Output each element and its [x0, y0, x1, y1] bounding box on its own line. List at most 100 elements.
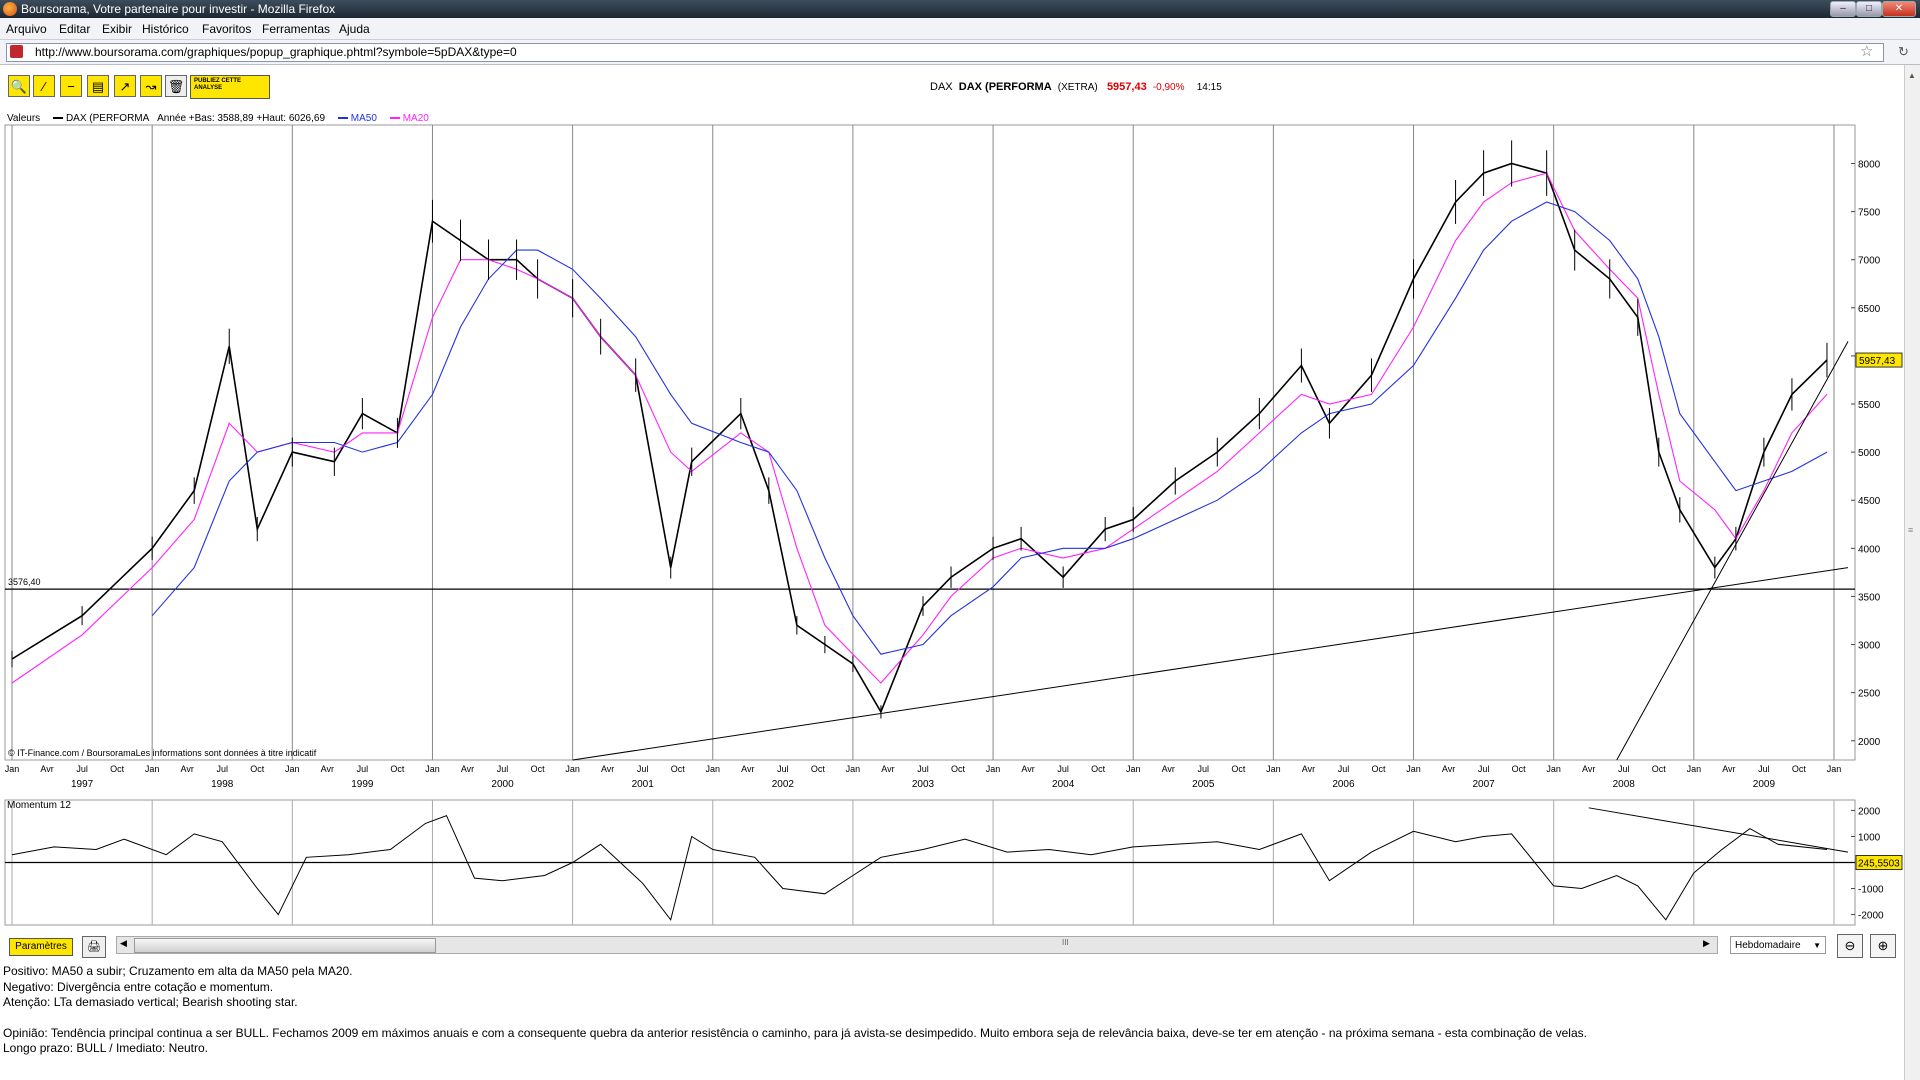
x-tick-label: Jul [1198, 764, 1210, 774]
momentum-y-tick-label: -2000 [1858, 911, 1884, 922]
x-tick-label: Oct [1371, 764, 1386, 774]
scroll-left-icon[interactable]: ◀ [120, 938, 127, 948]
scroll-up-icon[interactable]: ▲ [1908, 71, 1916, 80]
x-tick-label: Avr [40, 764, 53, 774]
period-value: Hebdomadaire [1735, 940, 1801, 951]
window-title: Boursorama, Votre partenaire pour invest… [21, 2, 336, 16]
year-label: 2003 [912, 779, 935, 790]
year-label: 2002 [772, 779, 795, 790]
x-tick-label: Jan [986, 764, 1001, 774]
period-select[interactable]: Hebdomadaire ▼ [1730, 936, 1826, 954]
note-spacer [3, 1011, 1587, 1026]
parameters-button[interactable]: Paramètres [9, 938, 73, 956]
year-label: 2008 [1613, 779, 1636, 790]
x-tick-label: Jan [706, 764, 721, 774]
menu-exibir[interactable]: Exibir [102, 22, 133, 36]
year-label: 2001 [632, 779, 655, 790]
x-tick-label: Jul [1057, 764, 1069, 774]
momentum-value-badge [1855, 855, 1903, 870]
menu-ajuda[interactable]: Ajuda [339, 22, 370, 36]
x-tick-label: Avr [1302, 764, 1315, 774]
zoom-tool-icon[interactable]: 🔍 [8, 75, 30, 97]
print-icon[interactable]: 🖨 [82, 936, 106, 958]
momentum-y-tick-label: -1000 [1858, 885, 1884, 896]
ma20-line [11, 172, 1828, 684]
chart-controls: Paramètres 🖨 ◀ III ▶ Hebdomadaire ▼ ⊖ ⊕ [0, 930, 1904, 960]
x-tick-label: Avr [461, 764, 474, 774]
price-chart[interactable]: Jan Avr Jul Oct Jan Avr Jul Oct Jan Avr Jul Oct Jan A… [0, 0, 1904, 930]
x-tick-label: Jul [1338, 764, 1350, 774]
quote-market: (XETRA) [1057, 82, 1098, 93]
trendline-tool-icon[interactable]: ⁄ [33, 75, 55, 97]
x-tick-label: Jan [846, 764, 861, 774]
x-tick-label: Jul [917, 764, 929, 774]
chart-scroll-thumb[interactable] [134, 938, 436, 953]
x-tick-label: Jan [145, 764, 160, 774]
minimize-button[interactable]: – [1830, 1, 1856, 17]
analysis-notes: Positivo: MA50 a subir; Cruzamento em al… [3, 964, 1587, 1057]
scroll-right-icon[interactable]: ▶ [1703, 938, 1710, 948]
x-tick-label: Avr [1722, 764, 1735, 774]
chart-toolbar: 🔍 ⁄ − ▤ ↗ ↝ 🗑 PUBLIEZ CETTE ANALYSE [0, 73, 1904, 101]
page-content [0, 65, 1920, 1080]
window-titlebar: Boursorama, Votre partenaire pour invest… [0, 0, 1920, 18]
scroll-grip: III [1062, 938, 1069, 947]
trash-icon[interactable]: 🗑 [165, 75, 187, 97]
menu-arquivo[interactable]: Arquivo [6, 22, 47, 36]
x-tick-label: Oct [110, 764, 125, 774]
y-tick-label: 6500 [1858, 304, 1881, 315]
menubar: Arquivo Editar Exibir Histórico Favorito… [0, 18, 1920, 40]
year-label: 2005 [1192, 779, 1215, 790]
year-label: 1998 [211, 779, 234, 790]
main-panel-frame [4, 124, 1856, 761]
fibonacci-tool-icon[interactable]: ↗ [114, 75, 136, 97]
publish-analysis-button[interactable]: PUBLIEZ CETTE ANALYSE [190, 75, 270, 99]
x-tick-label: Jul [777, 764, 789, 774]
y-tick-label: 5500 [1858, 400, 1881, 411]
quote-change: -0,90% [1152, 82, 1185, 93]
y-tick-label: 4000 [1858, 544, 1881, 555]
horizontal-line-tool-icon[interactable]: − [60, 75, 82, 97]
note-opinion: Opinião: Tendência principal continua a … [3, 1025, 1587, 1040]
menu-ferramentas[interactable]: Ferramentas [262, 22, 331, 36]
zoom-in-icon[interactable]: ⊕ [1870, 934, 1896, 958]
x-tick-label: Jul [497, 764, 509, 774]
maximize-button[interactable]: □ [1856, 1, 1882, 17]
menu-favoritos[interactable]: Favoritos [202, 22, 252, 36]
x-tick-label: Jan [565, 764, 580, 774]
x-tick-label: Jul [637, 764, 649, 774]
fan-tool-icon[interactable]: ↝ [140, 75, 162, 97]
menu-editar[interactable]: Editar [59, 22, 91, 36]
navigation-bar: http://www.boursorama.com/graphiques/pop… [0, 40, 1920, 65]
x-tick-label: Avr [1162, 764, 1175, 774]
x-tick-label: Avr [741, 764, 754, 774]
note-term: Longo prazo: BULL / Imediato: Neutro. [3, 1041, 209, 1055]
year-label: 1997 [71, 779, 94, 790]
steep-trendline [1616, 341, 1849, 761]
x-tick-label: Oct [671, 764, 686, 774]
url-field[interactable]: http://www.boursorama.com/graphiques/pop… [6, 43, 1884, 62]
firefox-icon [3, 2, 17, 16]
momentum-y-tick-label: 2000 [1858, 806, 1881, 817]
chart-scrollbar[interactable]: ◀ III ▶ [116, 936, 1718, 954]
menu-historico[interactable]: Histórico [142, 22, 189, 36]
quote-price: 5957,43 [1106, 81, 1147, 93]
chart-legend: Valeurs DAX (PERFORMA Année +Bas: 3588,8… [7, 113, 429, 124]
page-scrollbar[interactable]: ▲ ≡ [1904, 65, 1920, 1080]
y-tick-label: 2500 [1858, 689, 1881, 700]
x-tick-label: Avr [1582, 764, 1595, 774]
x-tick-label: Jan [425, 764, 440, 774]
channel-tool-icon[interactable]: ▤ [87, 75, 109, 97]
x-tick-label: Oct [951, 764, 966, 774]
x-tick-label: Jul [1618, 764, 1630, 774]
bookmark-star-icon[interactable]: ☆ [1860, 43, 1874, 60]
y-tick-label: 4500 [1858, 496, 1881, 507]
year-label: 2000 [491, 779, 514, 790]
momentum-divergence-line [1588, 807, 1849, 853]
site-favicon-icon [10, 45, 23, 58]
x-tick-label: Oct [250, 764, 265, 774]
zoom-out-icon[interactable]: ⊖ [1837, 934, 1863, 958]
close-button[interactable]: ✕ [1882, 1, 1916, 17]
x-tick-label: Jan [1546, 764, 1561, 774]
reload-icon[interactable]: ↻ [1898, 44, 1909, 59]
